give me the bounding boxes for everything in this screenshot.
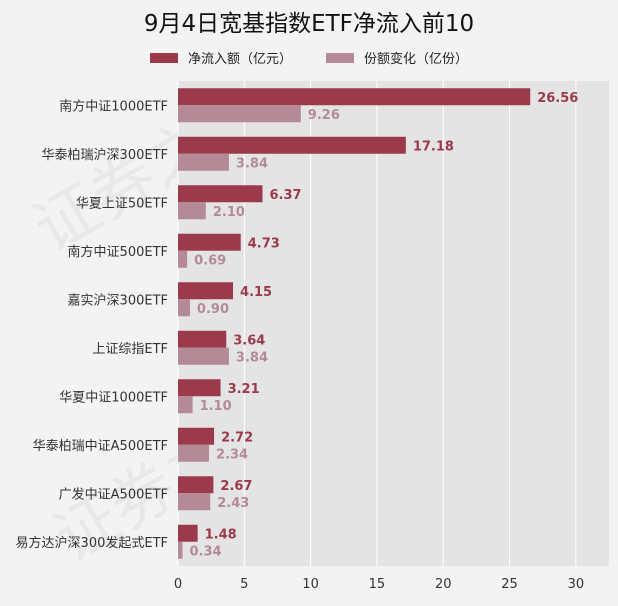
bar-net-inflow	[178, 282, 234, 300]
x-tick-label: 15	[369, 577, 386, 592]
y-tick-label: 南方中证500ETF	[68, 244, 168, 260]
bar-net-inflow	[178, 379, 221, 397]
data-label-net-inflow: 4.15	[240, 285, 272, 300]
y-tick-label: 广发中证A500ETF	[59, 486, 168, 502]
data-label-share-change: 2.43	[217, 496, 249, 511]
data-label-share-change: 2.34	[216, 447, 248, 462]
y-tick-label: 南方中证1000ETF	[59, 98, 168, 114]
bar-share-change	[178, 105, 301, 123]
data-label-net-inflow: 26.56	[537, 91, 578, 106]
legend-swatch-share-change	[326, 52, 354, 63]
x-tick-label: 25	[501, 577, 518, 592]
data-label-net-inflow: 3.64	[233, 333, 265, 348]
data-label-share-change: 1.10	[200, 399, 232, 414]
data-label-net-inflow: 2.72	[221, 430, 253, 445]
legend-item-net-inflow: 净流入额（亿元）	[149, 48, 292, 67]
data-label-net-inflow: 17.18	[413, 139, 454, 154]
bar-net-inflow	[178, 476, 214, 494]
data-label-share-change: 2.10	[213, 205, 245, 220]
bar-share-change	[178, 493, 211, 511]
data-label-share-change: 9.26	[308, 108, 340, 123]
y-tick-label: 华泰柏瑞中证A500ETF	[33, 439, 168, 454]
x-tick-label: 0	[174, 577, 182, 592]
y-tick-label: 嘉实沪深300ETF	[68, 292, 168, 308]
data-label-share-change: 0.69	[194, 253, 226, 268]
y-tick-label: 华夏中证1000ETF	[59, 390, 168, 405]
legend: 净流入额（亿元） 份额变化（亿份）	[0, 48, 618, 67]
data-label-share-change: 0.34	[190, 544, 222, 559]
bar-net-inflow	[178, 330, 227, 348]
data-label-share-change: 3.84	[236, 156, 268, 171]
legend-swatch-net-inflow	[149, 52, 178, 63]
plot-area	[178, 81, 609, 566]
bar-share-change	[178, 153, 229, 171]
data-label-net-inflow: 6.37	[269, 188, 301, 203]
bar-share-change	[178, 347, 229, 365]
x-tick-label: 20	[435, 577, 452, 592]
bar-net-inflow	[178, 88, 531, 106]
bar-share-change	[178, 299, 190, 317]
data-label-share-change: 0.90	[197, 302, 229, 317]
bar-share-change	[178, 396, 193, 414]
data-label-net-inflow: 3.21	[228, 382, 260, 397]
y-tick-label: 华夏上证50ETF	[76, 196, 168, 211]
bar-net-inflow	[178, 524, 198, 542]
chart-title: 9月4日宽基指数ETF净流入前10	[143, 11, 475, 37]
legend-label-net-inflow: 净流入额（亿元）	[187, 52, 292, 67]
x-tick-label: 5	[240, 577, 248, 592]
bar-net-inflow	[178, 233, 241, 251]
bar-net-inflow	[178, 136, 406, 154]
bar-net-inflow	[178, 427, 215, 445]
bar-share-change	[178, 202, 206, 220]
data-label-net-inflow: 2.67	[220, 479, 252, 494]
bar-share-change	[178, 541, 183, 559]
legend-item-share-change: 份额变化（亿份）	[326, 48, 468, 67]
data-label-share-change: 3.84	[236, 350, 268, 365]
y-tick-label: 易方达沪深300发起式ETF	[16, 535, 168, 551]
bar-share-change	[178, 444, 210, 462]
y-tick-label: 华泰柏瑞沪深300ETF	[42, 147, 168, 163]
legend-label-share-change: 份额变化（亿份）	[364, 52, 469, 67]
bar-share-change	[178, 250, 188, 268]
bar-net-inflow	[178, 185, 263, 203]
data-label-net-inflow: 4.73	[248, 236, 280, 251]
y-tick-label: 上证综指ETF	[92, 342, 168, 357]
data-label-net-inflow: 1.48	[205, 527, 237, 542]
x-tick-label: 10	[302, 577, 319, 592]
x-tick-label: 30	[568, 577, 585, 592]
